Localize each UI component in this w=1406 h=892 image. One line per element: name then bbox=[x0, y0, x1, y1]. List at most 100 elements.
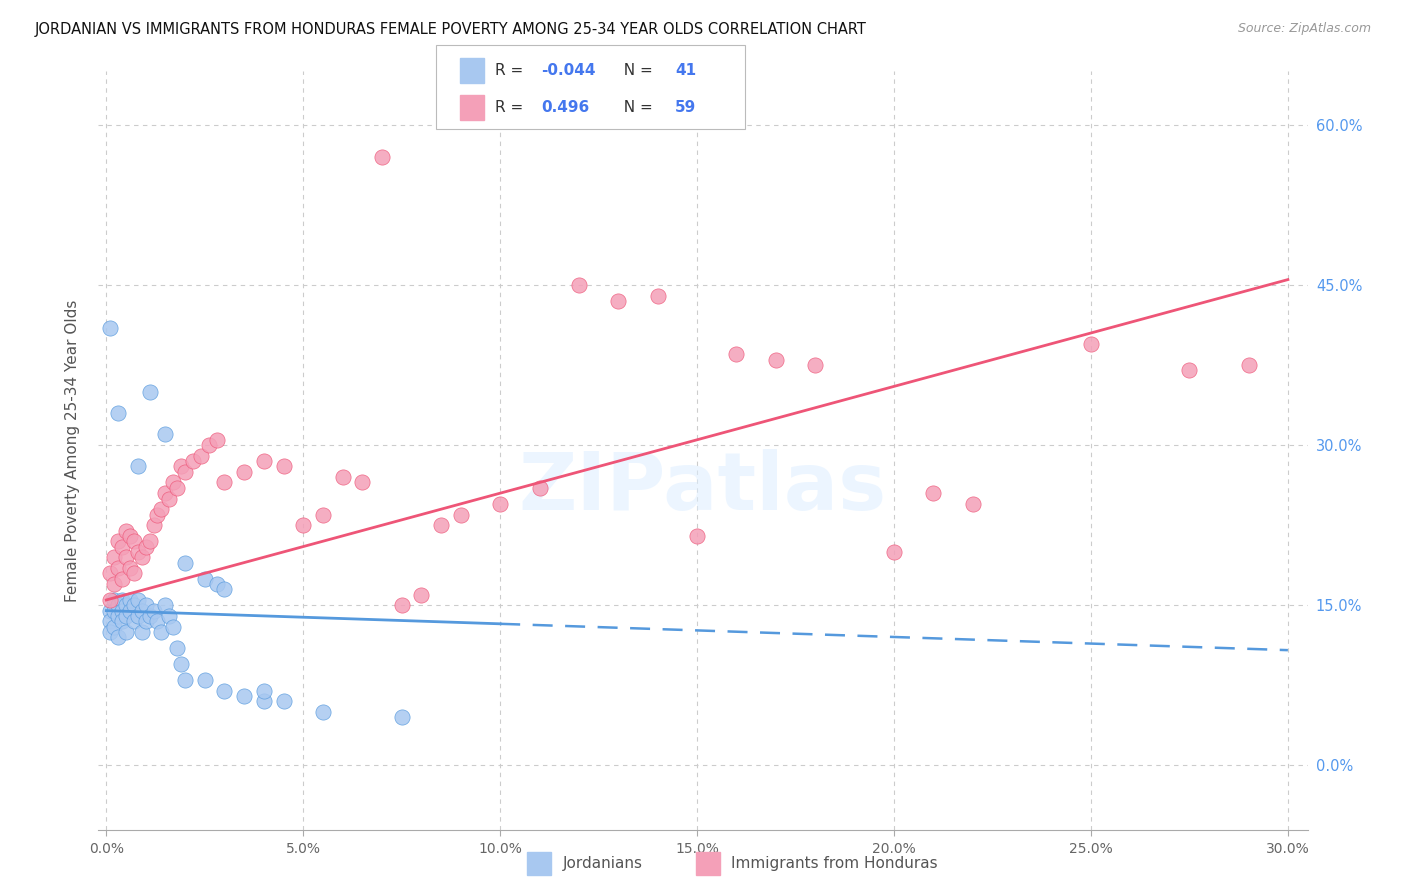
Point bbox=[135, 599, 157, 613]
Point bbox=[166, 481, 188, 495]
Point bbox=[411, 588, 433, 602]
Point bbox=[135, 540, 157, 554]
Point bbox=[647, 288, 669, 302]
Point bbox=[146, 508, 169, 522]
Point bbox=[155, 486, 177, 500]
Point bbox=[155, 599, 177, 613]
Point bbox=[103, 620, 125, 634]
Point bbox=[103, 550, 125, 565]
Text: 59: 59 bbox=[675, 100, 696, 114]
Point bbox=[150, 625, 173, 640]
Point bbox=[292, 518, 315, 533]
Point bbox=[142, 604, 165, 618]
Point bbox=[214, 475, 236, 490]
Point bbox=[214, 683, 236, 698]
Point bbox=[115, 524, 138, 538]
Point bbox=[391, 599, 413, 613]
Point bbox=[233, 465, 256, 479]
Point bbox=[352, 475, 374, 490]
Point bbox=[450, 508, 472, 522]
Point bbox=[166, 640, 188, 655]
Point bbox=[1080, 336, 1102, 351]
Point bbox=[98, 604, 121, 618]
Point bbox=[181, 454, 204, 468]
Point bbox=[765, 352, 787, 367]
Text: N =: N = bbox=[614, 63, 658, 78]
Point bbox=[194, 572, 217, 586]
Point bbox=[607, 293, 630, 308]
Point bbox=[118, 604, 141, 618]
Point bbox=[725, 347, 748, 361]
Point bbox=[273, 459, 295, 474]
Text: Source: ZipAtlas.com: Source: ZipAtlas.com bbox=[1237, 22, 1371, 36]
Point bbox=[253, 694, 276, 708]
Point bbox=[529, 481, 551, 495]
Point bbox=[131, 550, 153, 565]
Point bbox=[332, 470, 354, 484]
Point bbox=[98, 593, 121, 607]
Text: 41: 41 bbox=[675, 63, 696, 78]
Point bbox=[1237, 358, 1260, 372]
Point bbox=[155, 427, 177, 442]
Point bbox=[214, 582, 236, 597]
Point bbox=[107, 561, 129, 575]
Point bbox=[107, 609, 129, 624]
Point bbox=[489, 497, 512, 511]
Point bbox=[174, 556, 197, 570]
Point bbox=[115, 599, 138, 613]
Point bbox=[131, 625, 153, 640]
Point bbox=[103, 604, 125, 618]
Point bbox=[118, 593, 141, 607]
Point bbox=[127, 609, 149, 624]
Point bbox=[312, 705, 335, 719]
Point bbox=[962, 497, 984, 511]
Point bbox=[118, 529, 141, 543]
Point bbox=[371, 150, 394, 164]
Point bbox=[103, 593, 125, 607]
Point bbox=[122, 615, 145, 629]
Point bbox=[233, 689, 256, 703]
Point bbox=[922, 486, 945, 500]
Point bbox=[174, 465, 197, 479]
Point bbox=[107, 534, 129, 549]
Point bbox=[127, 593, 149, 607]
Point bbox=[98, 615, 121, 629]
Point bbox=[107, 631, 129, 645]
Point bbox=[205, 577, 228, 591]
Point bbox=[686, 529, 709, 543]
Point bbox=[804, 358, 827, 372]
Point bbox=[135, 615, 157, 629]
Point bbox=[107, 599, 129, 613]
Point bbox=[98, 625, 121, 640]
Point bbox=[111, 615, 134, 629]
Point bbox=[115, 609, 138, 624]
Point bbox=[150, 502, 173, 516]
Point bbox=[98, 566, 121, 581]
Point bbox=[138, 384, 160, 399]
Point bbox=[430, 518, 453, 533]
Point bbox=[115, 625, 138, 640]
Point bbox=[162, 620, 184, 634]
Text: ZIPatlas: ZIPatlas bbox=[519, 450, 887, 527]
Text: N =: N = bbox=[614, 100, 658, 114]
Point bbox=[162, 475, 184, 490]
Point bbox=[194, 673, 217, 687]
Text: R =: R = bbox=[495, 100, 529, 114]
Point bbox=[103, 577, 125, 591]
Point bbox=[127, 545, 149, 559]
Point bbox=[174, 673, 197, 687]
Point bbox=[142, 518, 165, 533]
Point bbox=[122, 599, 145, 613]
Text: R =: R = bbox=[495, 63, 529, 78]
Point bbox=[98, 320, 121, 334]
Text: 0.496: 0.496 bbox=[541, 100, 589, 114]
Point bbox=[111, 572, 134, 586]
Point bbox=[253, 454, 276, 468]
Point bbox=[312, 508, 335, 522]
Point bbox=[157, 491, 180, 506]
Point bbox=[111, 604, 134, 618]
Point bbox=[157, 609, 180, 624]
Point bbox=[883, 545, 905, 559]
Point bbox=[118, 561, 141, 575]
Point bbox=[568, 277, 591, 292]
